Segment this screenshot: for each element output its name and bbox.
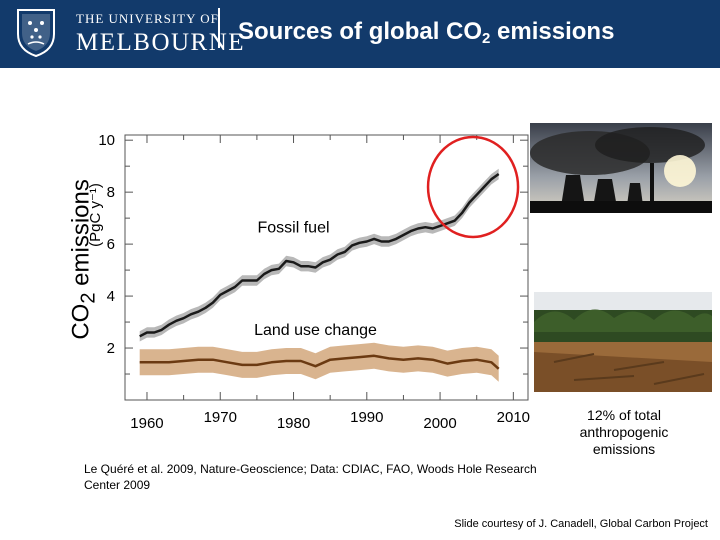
x-tick-label: 2000 — [423, 415, 456, 432]
y-tick-label: 10 — [98, 132, 115, 149]
series-label: Land use change — [254, 322, 377, 339]
slide-credit: Slide courtesy of J. Canadell, Global Ca… — [454, 518, 708, 530]
y-tick-label: 8 — [107, 184, 115, 201]
y-tick-label: 6 — [107, 236, 115, 253]
slide-header: THE UNIVERSITY OF MELBOURNE Sources of g… — [0, 0, 720, 68]
x-tick-label: 1970 — [204, 409, 237, 426]
land-use-share-note: 12% of total anthropogenic emissions — [579, 407, 669, 457]
power-plant-photo — [530, 123, 712, 213]
x-tick-label: 1960 — [130, 415, 163, 432]
series-line — [139, 172, 500, 338]
data-citation: Le Quéré et al. 2009, Nature-Geoscience;… — [84, 462, 537, 492]
x-tick-label: 2010 — [497, 409, 530, 426]
series-label: Fossil fuel — [258, 219, 330, 236]
header-divider — [218, 8, 220, 48]
uncertainty-band — [139, 342, 499, 382]
y-tick-label: 2 — [107, 340, 115, 357]
plot-frame — [124, 134, 529, 401]
university-name-line1: THE UNIVERSITY OF — [76, 11, 219, 26]
deforestation-photo — [534, 292, 712, 392]
highlight-circle — [426, 135, 520, 239]
y-tick-label: 4 — [107, 288, 115, 305]
series-line — [139, 354, 500, 370]
slide-title: Sources of global CO2 emissions — [238, 18, 615, 47]
x-tick-label: 1980 — [277, 415, 310, 432]
uncertainty-band — [139, 168, 499, 342]
university-name-line2: MELBOURNE — [76, 29, 246, 56]
y-axis-title-unit: (PgC y⁻¹) — [87, 183, 104, 247]
university-crest-icon — [17, 9, 55, 58]
x-tick-label: 1990 — [350, 409, 383, 426]
